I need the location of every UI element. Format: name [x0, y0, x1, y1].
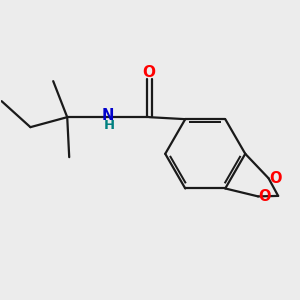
- Text: O: O: [143, 65, 156, 80]
- Text: O: O: [259, 189, 271, 204]
- Text: O: O: [269, 171, 282, 186]
- Text: N: N: [102, 108, 114, 123]
- Text: H: H: [104, 119, 115, 132]
